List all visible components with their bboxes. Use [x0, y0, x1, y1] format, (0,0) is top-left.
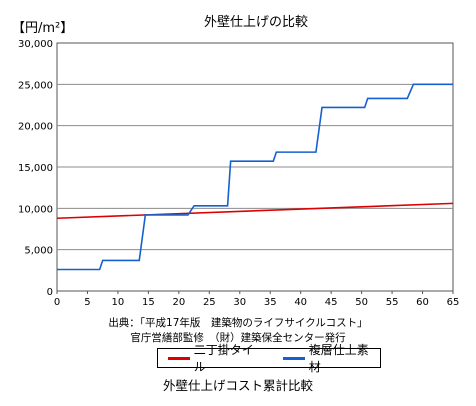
y-tick-label: 5,000	[24, 246, 53, 257]
x-tick-label: 10	[112, 297, 125, 308]
x-tick-label: 55	[386, 297, 399, 308]
x-tick-label: 35	[264, 297, 277, 308]
series-line-1	[57, 83, 453, 271]
legend-label-tile: 二丁掛タイル	[193, 343, 254, 374]
chart-title: 外壁仕上げの比較	[204, 15, 308, 30]
y-tick-label: 10,000	[18, 204, 53, 215]
x-tick-label: 60	[416, 297, 429, 308]
x-axis-ticks: 0 5 10 15 20 25 30 35 40 45 50 55 60 65	[54, 291, 460, 308]
y-tick-label: 30,000	[18, 39, 53, 50]
legend-item-tile: 二丁掛タイル	[168, 341, 265, 375]
legend: 二丁掛タイル 複層仕上素材	[157, 343, 381, 374]
x-tick-label: 45	[325, 297, 338, 308]
y-tick-label: 0	[47, 287, 53, 298]
x-tick-label: 20	[172, 297, 185, 308]
legend-swatch-tile	[168, 356, 190, 360]
unit-label: 【円/m²】	[12, 21, 73, 36]
x-tick-label: 0	[54, 297, 60, 308]
grid-lines	[57, 83, 453, 251]
x-tick-label: 30	[233, 297, 246, 308]
y-axis-ticks: 0 5,000 10,000 15,000 20,000 25,000 30,000	[18, 39, 53, 298]
y-tick-label: 25,000	[18, 80, 53, 91]
series-group	[56, 83, 454, 271]
x-tick-label: 15	[142, 297, 155, 308]
legend-item-coating: 複層仕上素材	[283, 341, 380, 375]
series-line-0	[56, 202, 454, 220]
x-tick-label: 5	[84, 297, 90, 308]
source-line-2: 官庁営繕部監修 （財）建築保全センター発行	[130, 332, 346, 344]
figure-caption: 外壁仕上げコスト累計比較	[162, 378, 313, 393]
x-tick-label: 65	[447, 297, 460, 308]
y-tick-label: 15,000	[18, 163, 53, 174]
legend-label-coating: 複層仕上素材	[308, 343, 369, 374]
x-tick-label: 50	[355, 297, 368, 308]
x-tick-label: 40	[294, 297, 307, 308]
source-line-1: 出典：「平成17年版 建築物のライフサイクルコスト」	[108, 317, 368, 329]
legend-swatch-coating	[283, 356, 305, 360]
x-tick-label: 25	[203, 297, 216, 308]
y-tick-label: 20,000	[18, 122, 53, 133]
